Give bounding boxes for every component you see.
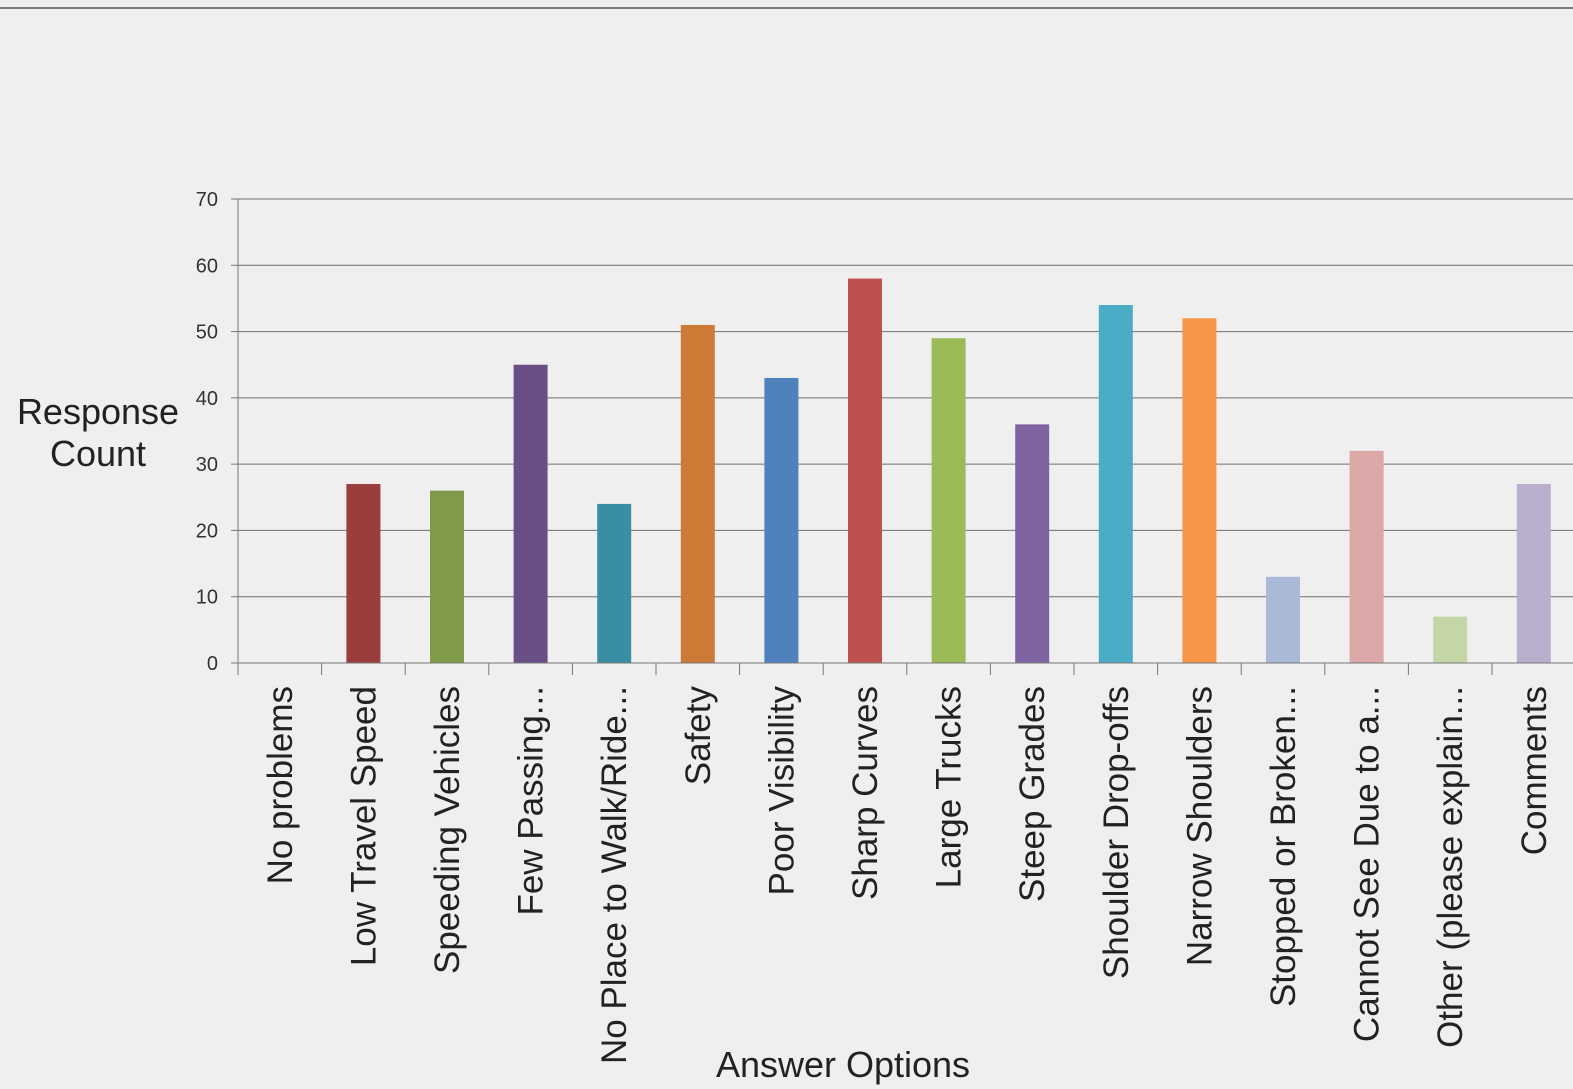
x-category-label: Stopped or Broken... [1264,686,1303,1007]
x-category-label: Narrow Shoulders [1180,686,1219,966]
x-category-label: Comments [1515,686,1554,855]
y-axis-title-line-1: Response [17,391,179,432]
x-category-label: Other (please explain... [1431,686,1470,1048]
bar [1015,424,1050,663]
y-axis-tick-labels: 0 10 20 30 40 50 60 70 [196,189,238,675]
x-category-label: No problems [261,686,300,884]
x-category-label: Low Travel Speed [344,686,383,966]
y-tick-label: 20 [196,520,218,542]
bar [680,324,715,663]
y-tick-label: 30 [196,454,218,476]
bar [1349,450,1384,663]
y-tick-label: 50 [196,322,218,344]
bar [597,503,632,663]
x-category-label: Shoulder Drop-offs [1097,686,1136,979]
bar [1433,616,1468,663]
bar [1266,576,1300,663]
bar [1516,484,1551,663]
y-axis-title-line-2: Count [50,433,146,474]
x-axis-ticks [237,663,1493,675]
x-category-label: Steep Grades [1013,686,1052,902]
x-category-label: No Place to Walk/Ride... [595,686,634,1064]
y-tick-label: 40 [196,388,218,410]
y-tick-label: 0 [207,653,218,675]
x-category-label: Safety [679,686,718,786]
bar [848,278,882,663]
x-category-label: Cannot See Due to a... [1348,686,1387,1042]
x-category-label: Few Passing... [512,686,551,916]
bar [1182,318,1217,663]
x-category-label: Speeding Vehicles [428,686,467,974]
bar [513,364,548,663]
x-axis-title: Answer Options [716,1044,970,1085]
bar [430,490,464,663]
x-category-label: Poor Visibility [762,686,801,896]
bar [346,484,381,663]
axes [237,199,1573,664]
bars [346,278,1551,663]
y-tick-label: 10 [196,587,218,609]
y-tick-label: 60 [196,255,218,277]
bar [1098,305,1133,663]
y-tick-label: 70 [196,189,218,211]
x-category-label: Sharp Curves [846,686,885,900]
bar [931,338,966,663]
bar [764,377,799,663]
x-axis-category-labels: No problems Low Travel Speed Speeding Vehi… [261,686,1554,1065]
x-category-label: Large Trucks [930,686,969,888]
